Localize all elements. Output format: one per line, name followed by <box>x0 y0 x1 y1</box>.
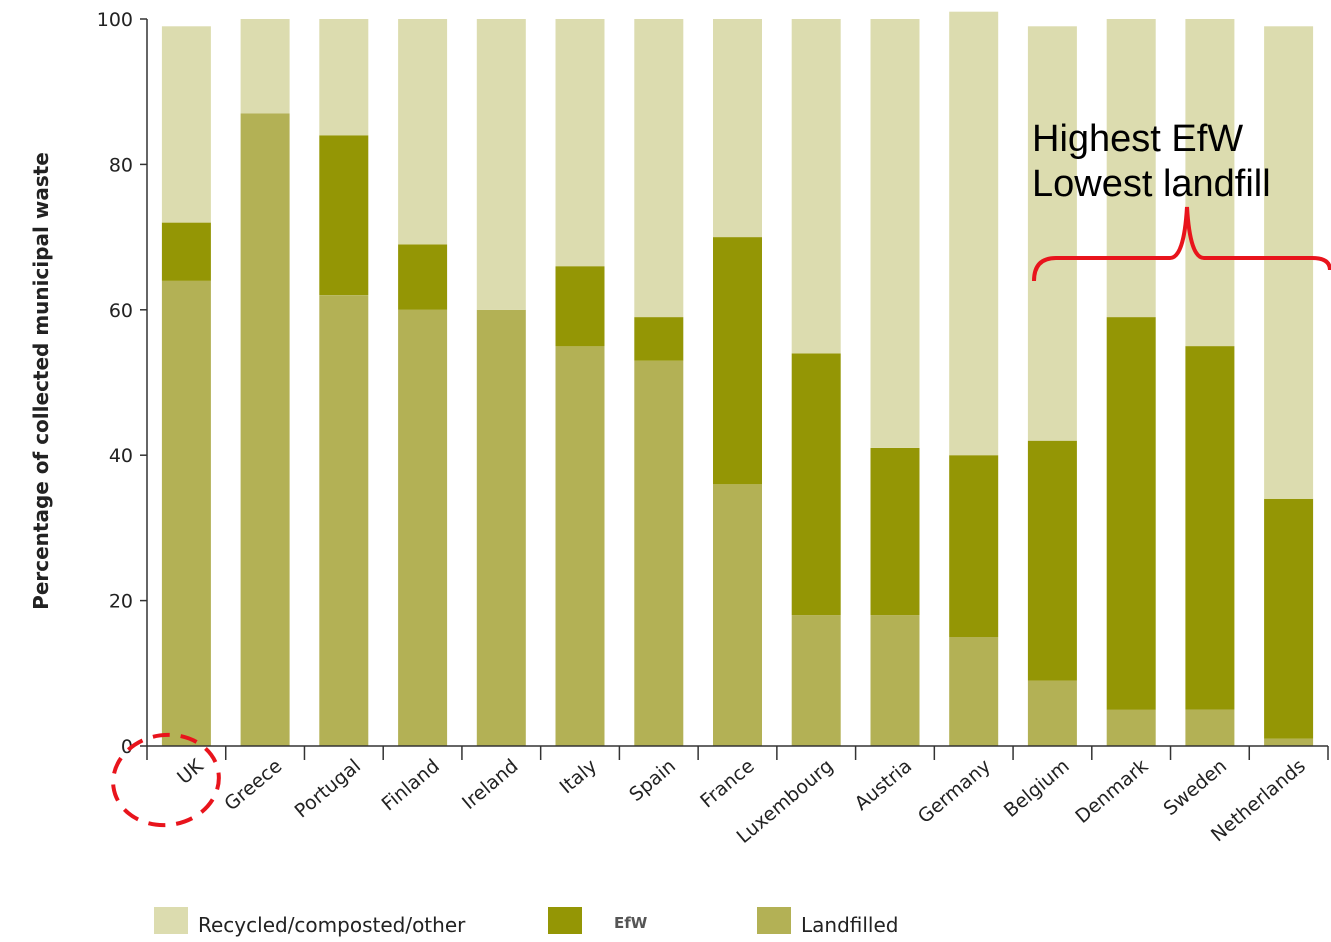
bar-efw-italy <box>555 266 605 347</box>
x-tick-label-finland: Finland <box>378 755 444 816</box>
bar-efw-luxembourg <box>791 353 841 616</box>
bar-landfilled-netherlands <box>1264 738 1314 746</box>
x-tick-label-denmark: Denmark <box>1071 755 1152 828</box>
bar-recycled-composted-other-denmark <box>1106 19 1156 318</box>
bar-efw-germany <box>949 455 999 637</box>
bar-efw-sweden <box>1185 346 1235 710</box>
bar-landfilled-greece <box>240 113 290 746</box>
bar-recycled-composted-other-finland <box>398 19 448 245</box>
y-tick-label: 100 <box>97 9 133 31</box>
bar-recycled-composted-other-spain <box>634 19 684 318</box>
x-tick-label-france: France <box>696 755 759 812</box>
y-tick-label: 60 <box>109 300 133 322</box>
bar-efw-finland <box>398 244 448 310</box>
y-tick-label: 80 <box>109 154 133 176</box>
bar-landfilled-denmark <box>1106 709 1156 746</box>
bar-recycled-composted-other-uk <box>161 26 211 223</box>
annotation-line-2: Lowest landfill <box>1032 163 1271 205</box>
bar-efw-denmark <box>1106 317 1156 710</box>
legend-label-landfilled: Landfilled <box>801 913 898 937</box>
bar-efw-france <box>713 237 762 485</box>
bar-landfilled-luxembourg <box>791 615 841 746</box>
y-tick-label: 20 <box>109 591 133 613</box>
legend-label-efw: EfW <box>614 914 648 932</box>
bar-efw-austria <box>870 447 920 616</box>
bar-recycled-composted-other-germany <box>949 11 999 456</box>
bar-landfilled-sweden <box>1185 709 1235 746</box>
bars-group <box>161 11 1314 746</box>
bar-efw-uk <box>161 222 211 281</box>
annotation-group: Highest EfW Lowest landfill <box>1032 118 1331 282</box>
x-tick-label-germany: Germany <box>914 755 995 828</box>
legend-swatch-recycled-composted-other <box>154 907 188 934</box>
bar-landfilled-ireland <box>476 309 526 746</box>
highlight-circle <box>111 732 221 828</box>
bar-landfilled-uk <box>161 280 211 746</box>
y-tick-label: 0 <box>121 736 133 758</box>
bar-recycled-composted-other-belgium <box>1027 26 1077 441</box>
legend-label-recycled-composted-other: Recycled/composted/other <box>198 913 466 937</box>
x-tick-label-uk: UK <box>173 755 208 789</box>
bar-recycled-composted-other-greece <box>240 19 290 114</box>
annotation-line-1: Highest EfW <box>1032 118 1243 160</box>
x-tick-label-portugal: Portugal <box>291 755 365 822</box>
bar-recycled-composted-other-ireland <box>476 19 526 310</box>
x-tick-label-spain: Spain <box>625 755 680 806</box>
bar-landfilled-france <box>713 484 762 746</box>
legend-swatch-efw <box>548 907 582 934</box>
bar-recycled-composted-other-italy <box>555 19 605 267</box>
annotation-brace <box>1032 206 1331 282</box>
bar-recycled-composted-other-france <box>713 19 762 238</box>
bar-landfilled-italy <box>555 346 605 746</box>
bar-landfilled-germany <box>949 637 999 746</box>
y-axis-title: Percentage of collected municipal waste <box>29 152 53 610</box>
bar-landfilled-portugal <box>319 295 369 746</box>
x-tick-label-italy: Italy <box>556 755 602 798</box>
x-tick-label-sweden: Sweden <box>1159 755 1231 820</box>
bar-efw-netherlands <box>1264 498 1314 739</box>
bar-recycled-composted-other-sweden <box>1185 19 1235 347</box>
bar-landfilled-finland <box>398 309 448 746</box>
bar-landfilled-spain <box>634 360 684 746</box>
bar-recycled-composted-other-luxembourg <box>791 19 841 354</box>
y-tick-label: 40 <box>109 445 133 467</box>
bar-recycled-composted-other-portugal <box>319 19 369 136</box>
x-tick-label-belgium: Belgium <box>1000 755 1074 822</box>
bar-landfilled-belgium <box>1027 680 1077 746</box>
legend-swatch-landfilled <box>757 907 791 934</box>
legend: Recycled/composted/other EfW Landfilled <box>154 907 898 937</box>
bar-efw-belgium <box>1027 440 1077 681</box>
x-tick-label-ireland: Ireland <box>458 755 522 814</box>
bar-efw-spain <box>634 317 684 361</box>
bar-recycled-composted-other-netherlands <box>1264 26 1314 499</box>
bar-landfilled-austria <box>870 615 920 746</box>
x-tick-label-austria: Austria <box>851 755 917 815</box>
bar-recycled-composted-other-austria <box>870 19 920 448</box>
x-tick-label-greece: Greece <box>220 755 286 815</box>
bar-efw-portugal <box>319 135 369 296</box>
